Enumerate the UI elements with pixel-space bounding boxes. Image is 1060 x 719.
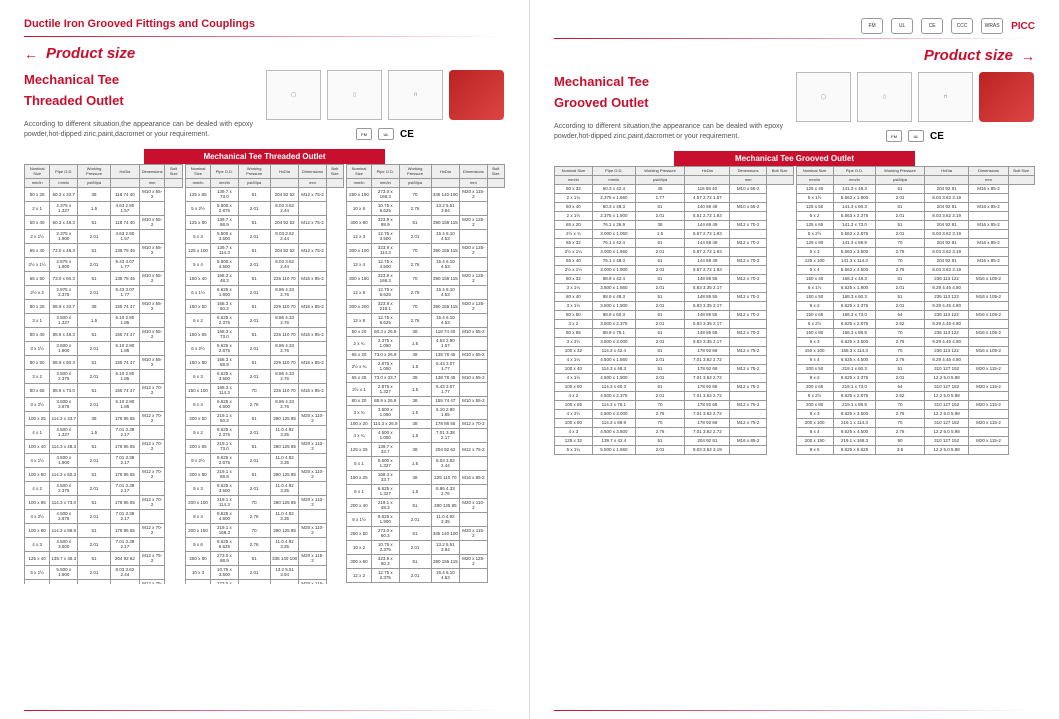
table-col-c: Nominal SizePipe O.D.Working PressureHxD… bbox=[346, 164, 505, 584]
header-rule bbox=[24, 36, 505, 37]
ce-mark: CE bbox=[930, 130, 944, 142]
table-col-b: Nominal SizePipe O.D.Working PressureHxD… bbox=[796, 166, 1036, 586]
section-header-left: ← Product size bbox=[24, 45, 505, 62]
left-page: Ductile Iron Grooved Fittings and Coupli… bbox=[0, 0, 530, 719]
ccc-badge: CCC bbox=[951, 18, 973, 34]
table-title-bar: Mechanical Tee Threaded Outlet bbox=[144, 149, 385, 164]
product-images: ◯ ▯ ⊓ FM UL CE bbox=[795, 72, 1035, 143]
table-col-a: Nominal SizePipe O.D.Working PressureHxD… bbox=[24, 164, 183, 584]
product-images: ◯ ▯ ⊓ FM UL CE bbox=[265, 70, 505, 141]
section-header-right: Product size → bbox=[554, 47, 1035, 64]
product-photo bbox=[449, 70, 504, 120]
tech-drawing-front: ◯ bbox=[266, 70, 321, 120]
product-photo bbox=[979, 72, 1034, 122]
tech-drawing-side: ▯ bbox=[857, 72, 912, 122]
fm-cert-icon: FM bbox=[886, 130, 902, 142]
tech-drawing-top: ⊓ bbox=[918, 72, 973, 122]
table-wrapper: Nominal SizePipe O.D.Working PressureHxD… bbox=[24, 164, 505, 584]
ul-badge: UL bbox=[891, 18, 913, 34]
wras-badge: WRAS bbox=[981, 18, 1003, 34]
product-row: Mechanical Tee Threaded Outlet According… bbox=[24, 70, 505, 141]
footer-rule bbox=[24, 710, 505, 711]
tech-drawing-top: ⊓ bbox=[388, 70, 443, 120]
product-text: Mechanical Tee Threaded Outlet According… bbox=[24, 70, 253, 141]
catalog-title: Ductile Iron Grooved Fittings and Coupli… bbox=[24, 18, 505, 30]
product-row: Mechanical Tee Grooved Outlet According … bbox=[554, 72, 1035, 143]
picc-logo: PICC bbox=[1011, 18, 1035, 34]
product-name: Mechanical Tee Threaded Outlet bbox=[24, 70, 253, 112]
header-rule bbox=[554, 38, 1035, 39]
small-cert-row: FM UL CE bbox=[886, 130, 944, 142]
arrow-icon: → bbox=[1021, 48, 1035, 64]
product-name: Mechanical Tee Grooved Outlet bbox=[554, 72, 783, 114]
section-title: Product size bbox=[924, 47, 1013, 64]
table-col-b: Nominal SizePipe O.D.Working PressureHxD… bbox=[185, 164, 344, 584]
arrow-icon: ← bbox=[24, 46, 38, 62]
product-description: According to different situation,the app… bbox=[554, 122, 783, 143]
ce-mark: CE bbox=[400, 128, 414, 140]
product-description: According to different situation,the app… bbox=[24, 120, 253, 141]
footer-rule bbox=[554, 710, 1035, 711]
table-col-a: Nominal SizePipe O.D.Working PressureHxD… bbox=[554, 166, 794, 586]
diagrams-row: ◯ ▯ ⊓ bbox=[796, 72, 1034, 122]
fm-cert-icon: FM bbox=[356, 128, 372, 140]
section-title: Product size bbox=[46, 45, 135, 62]
diagrams-row: ◯ ▯ ⊓ bbox=[266, 70, 504, 120]
header-certs: FM UL CE CCC WRAS PICC bbox=[554, 18, 1035, 34]
tech-drawing-side: ▯ bbox=[327, 70, 382, 120]
ul-cert-icon: UL bbox=[908, 130, 924, 142]
small-cert-row: FM UL CE bbox=[356, 128, 414, 140]
tech-drawing-front: ◯ bbox=[796, 72, 851, 122]
ul-cert-icon: UL bbox=[378, 128, 394, 140]
product-text: Mechanical Tee Grooved Outlet According … bbox=[554, 72, 783, 143]
table-title-bar: Mechanical Tee Grooved Outlet bbox=[674, 151, 915, 166]
right-page: FM UL CE CCC WRAS PICC Product size → Me… bbox=[530, 0, 1060, 719]
ce-badge: CE bbox=[921, 18, 943, 34]
table-wrapper: Nominal SizePipe O.D.Working PressureHxD… bbox=[554, 166, 1035, 586]
fm-badge: FM bbox=[861, 18, 883, 34]
